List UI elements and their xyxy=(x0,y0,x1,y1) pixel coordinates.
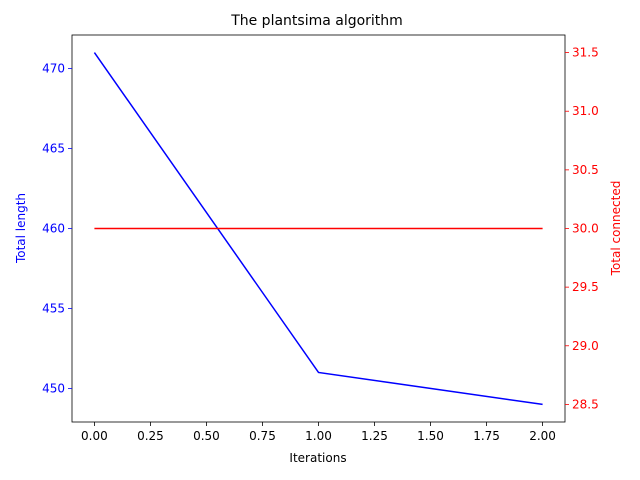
right-y-tick-label: 31.0 xyxy=(572,104,599,118)
x-tick-label: 0.00 xyxy=(81,429,108,443)
x-tick-label: 0.75 xyxy=(249,429,276,443)
chart-title: The plantsima algorithm xyxy=(230,13,403,29)
right-y-tick-label: 31.5 xyxy=(572,46,599,60)
x-axis-ticks: 0.00 0.25 0.50 0.75 1.00 1.25 1.50 1.75 2.00 xyxy=(81,422,556,443)
left-y-tick-label: 460 xyxy=(42,222,65,236)
x-tick-label: 0.25 xyxy=(137,429,164,443)
right-y-axis-ticks: 28.5 29.0 29.5 30.0 30.5 31.0 31.5 xyxy=(565,46,599,411)
x-axis-label: Iterations xyxy=(289,451,346,465)
right-y-tick-label: 28.5 xyxy=(572,397,599,411)
left-y-tick-label: 455 xyxy=(42,301,65,315)
x-tick-label: 1.25 xyxy=(361,429,388,443)
left-y-tick-label: 470 xyxy=(42,62,65,76)
x-tick-label: 1.50 xyxy=(417,429,444,443)
x-tick-label: 0.50 xyxy=(193,429,220,443)
left-y-axis-label: Total length xyxy=(14,193,28,264)
x-tick-label: 1.00 xyxy=(305,429,332,443)
left-y-tick-label: 450 xyxy=(42,381,65,395)
left-y-tick-label: 465 xyxy=(42,142,65,156)
right-y-tick-label: 30.5 xyxy=(572,163,599,177)
series-lines xyxy=(93,52,543,406)
right-y-axis-label: Total connected xyxy=(609,181,623,277)
right-y-tick-label: 29.5 xyxy=(572,280,599,294)
x-tick-label: 2.00 xyxy=(529,429,556,443)
right-y-tick-label: 29.0 xyxy=(572,339,599,353)
right-y-tick-label: 30.0 xyxy=(572,222,599,236)
x-tick-label: 1.75 xyxy=(473,429,500,443)
left-y-axis-ticks: 450 455 460 465 470 xyxy=(42,62,72,395)
